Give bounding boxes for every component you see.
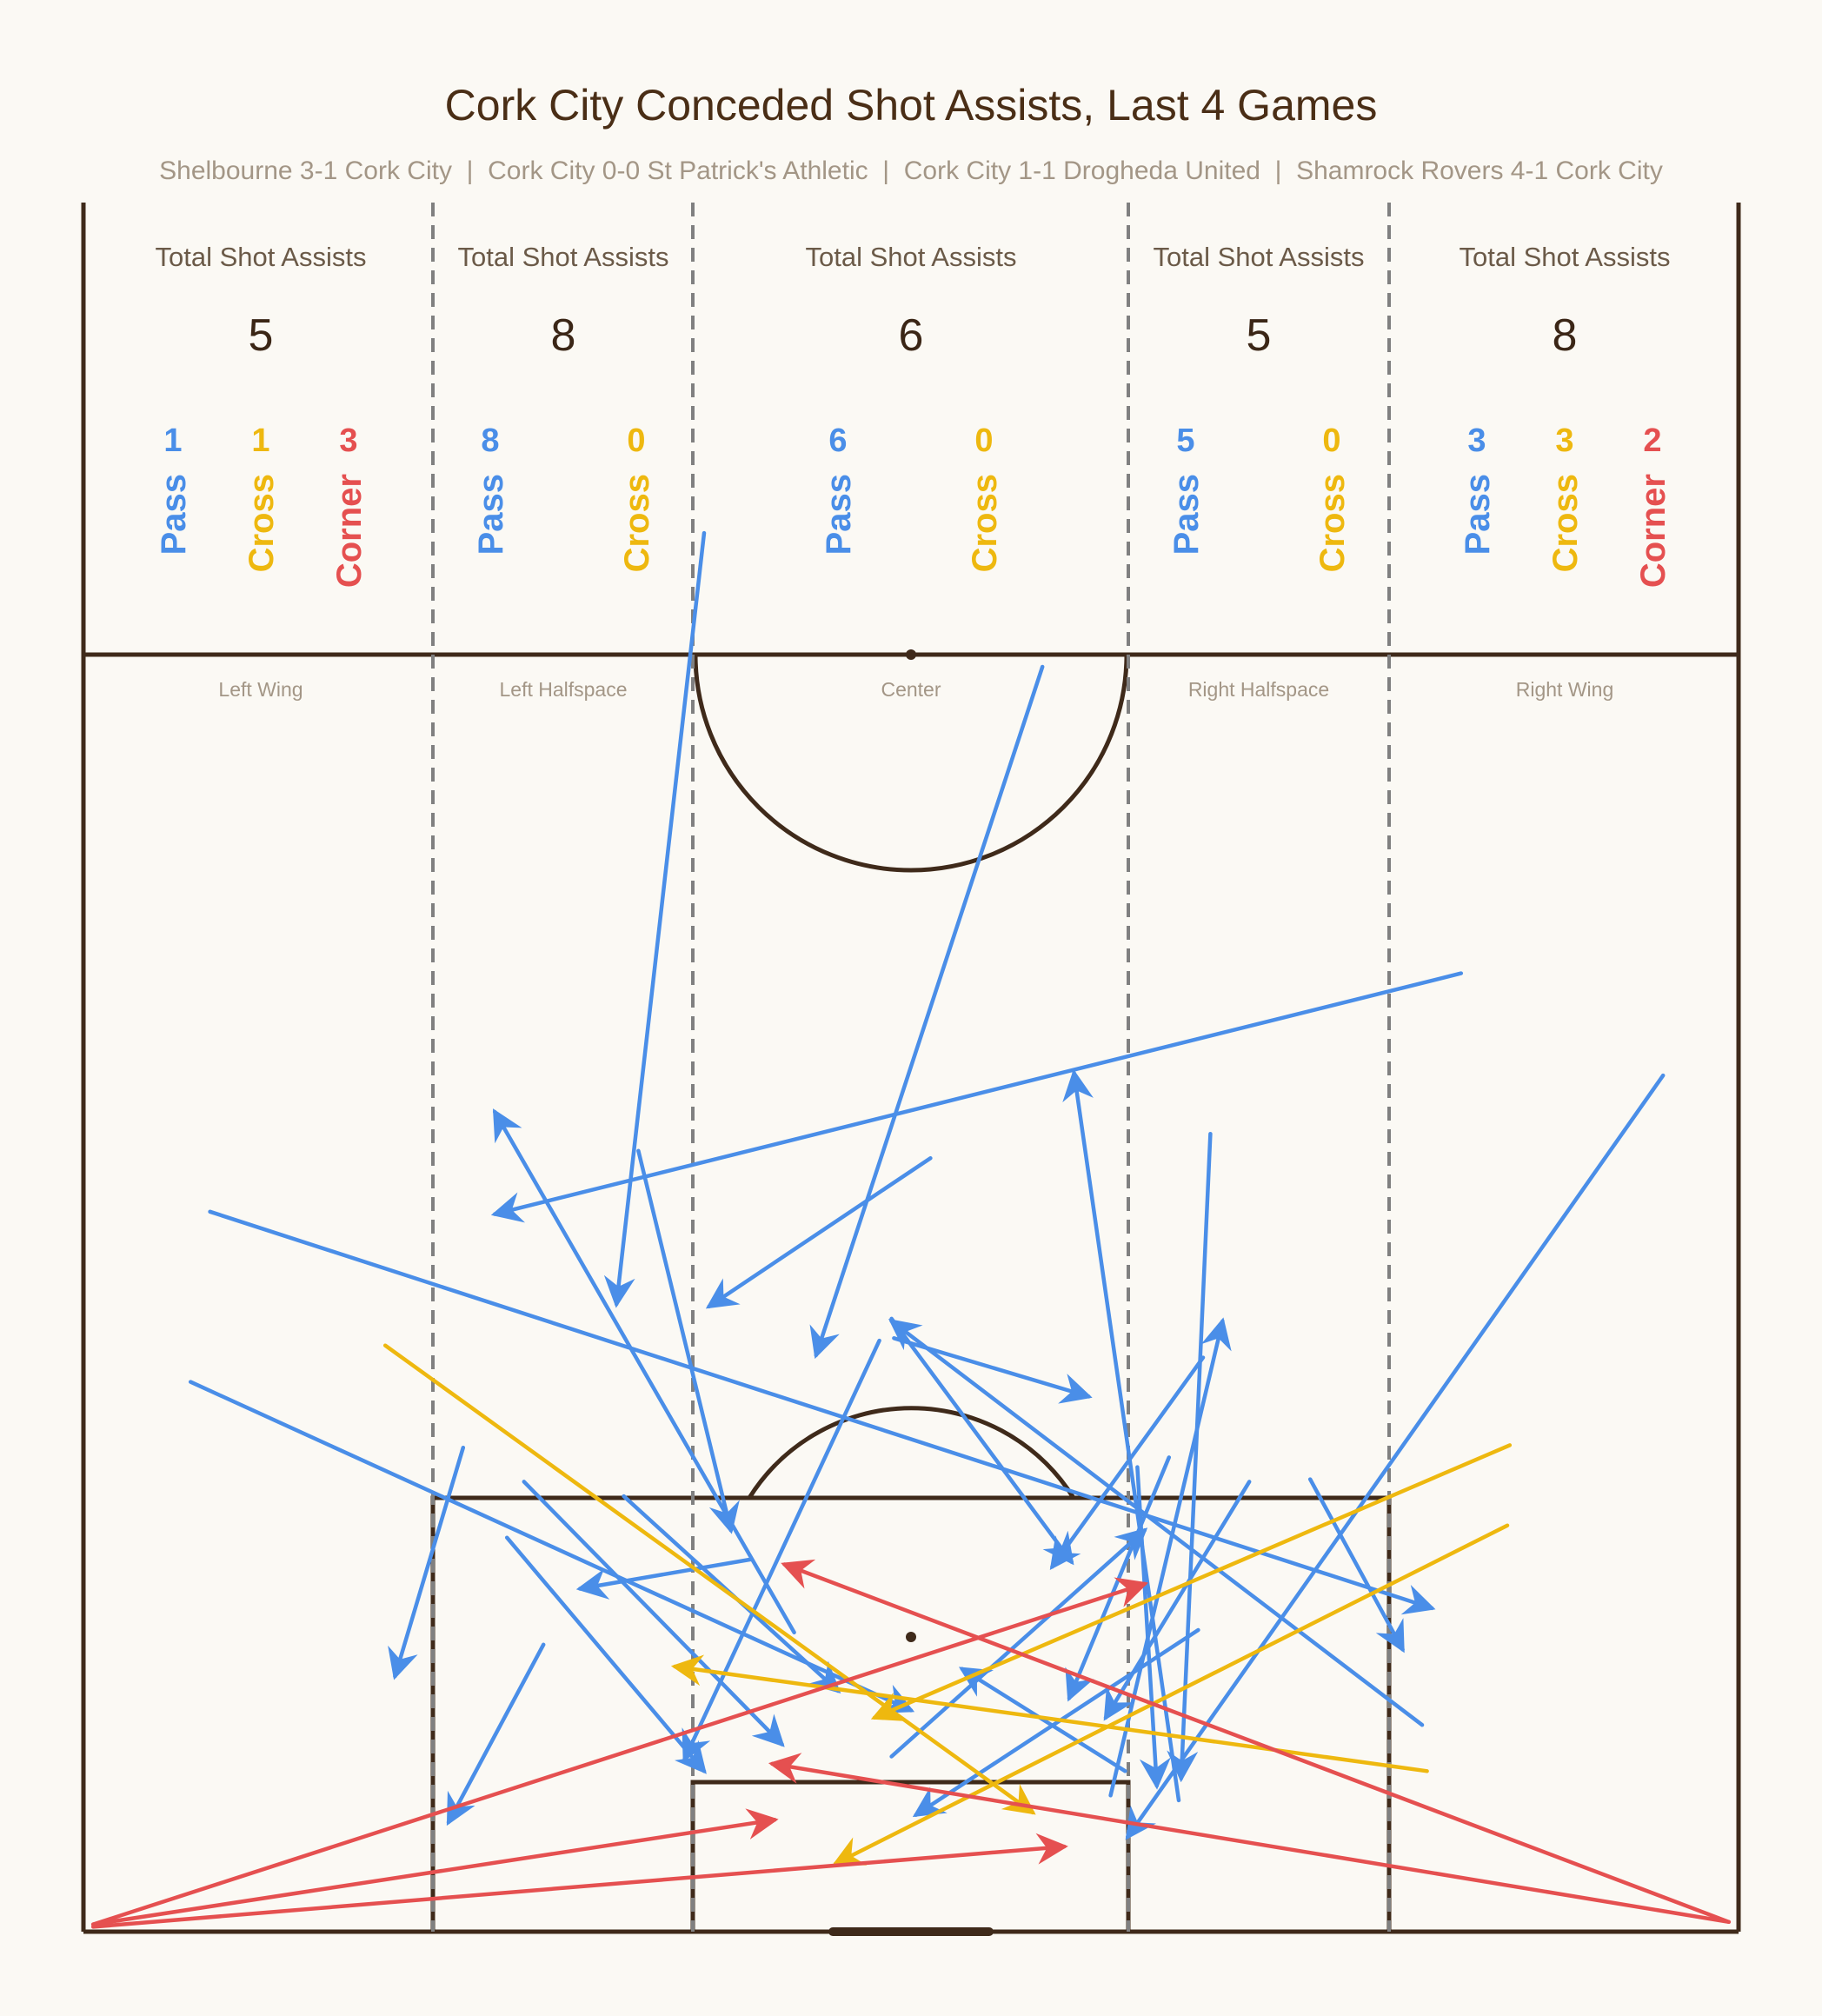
type-label-cross: Cross (618, 474, 656, 572)
type-label-pass: Pass (820, 474, 858, 555)
type-label-pass: Pass (472, 474, 510, 555)
chart-subtitle: Shelbourne 3-1 Cork City | Cork City 0-0… (159, 156, 1663, 185)
pass-arrow-17 (705, 1155, 933, 1309)
pass-arrow-14 (636, 1148, 740, 1534)
zone-total-value: 5 (249, 310, 274, 361)
count-corner: 2 (1643, 422, 1661, 459)
count-pass: 6 (828, 422, 847, 459)
type-label-cross: Cross (966, 474, 1004, 572)
pass-arrow-10 (388, 1445, 466, 1680)
type-label-corner: Corner (1634, 474, 1672, 588)
pass-arrow-11 (522, 1480, 785, 1747)
center-circle (693, 654, 1129, 873)
zone-name-label: Left Halfspace (499, 678, 627, 701)
corner-arrow-37 (90, 1577, 1149, 1926)
zone-total-label: Total Shot Assists (1460, 242, 1671, 272)
pass-arrow-26 (912, 1627, 1200, 1818)
zone-total-label: Total Shot Assists (1154, 242, 1365, 272)
zone-center: Total Shot Assists 6 6 Pass 0 Cross Center (806, 242, 1017, 701)
type-label-cross: Cross (243, 474, 281, 572)
pass-arrow-19 (1049, 1355, 1206, 1570)
zone-name-label: Right Wing (1516, 678, 1613, 701)
pass-arrow-6 (1103, 1480, 1252, 1721)
count-corner: 3 (339, 422, 357, 459)
zone-right-halfspace: Total Shot Assists 5 5 Pass 0 Cross Right Half… (1154, 242, 1365, 701)
count-cross: 0 (1322, 422, 1340, 459)
cross-arrow-32 (870, 1443, 1513, 1721)
corner-arrow-39 (768, 1753, 1732, 1925)
corner-arrow-38 (781, 1559, 1732, 1925)
zone-name-label: Right Halfspace (1188, 678, 1329, 701)
type-label-cross: Cross (1546, 474, 1585, 572)
pass-arrow-28 (958, 1667, 1127, 1773)
pitch (81, 203, 1741, 1936)
zone-total-value: 5 (1247, 310, 1272, 361)
zone-left-wing: Total Shot Assists 5 1 Pass 1 Cross 3 Corner Lef… (155, 242, 369, 701)
center-spot (906, 649, 916, 660)
pass-arrow-8 (575, 1557, 753, 1600)
count-pass: 5 (1176, 422, 1194, 459)
zone-total-value: 8 (1553, 310, 1578, 361)
zone-total-label: Total Shot Assists (806, 242, 1017, 272)
count-cross: 0 (974, 422, 993, 459)
count-pass: 3 (1467, 422, 1486, 459)
pass-arrow-16 (188, 1380, 915, 1713)
pass-arrow-22 (1062, 1068, 1181, 1803)
count-pass: 1 (163, 422, 182, 459)
zone-total-value: 8 (551, 310, 576, 361)
type-label-cross: Cross (1313, 474, 1352, 572)
pass-arrow-18 (889, 1316, 1074, 1566)
pass-arrow-29 (889, 1527, 1148, 1759)
pass-arrow-15 (682, 1338, 881, 1763)
zone-stats: Total Shot Assists 5 1 Pass 1 Cross 3 Corner Lef… (155, 242, 1672, 701)
count-pass: 8 (481, 422, 499, 459)
pass-arrow-13 (492, 1108, 796, 1635)
pass-arrow-1 (809, 664, 1045, 1360)
count-cross: 3 (1555, 422, 1573, 459)
type-label-pass: Pass (1167, 474, 1206, 555)
pass-arrow-27 (208, 1209, 1436, 1615)
penalty-box (430, 1495, 1392, 1934)
zone-dividers (431, 203, 1391, 1932)
cross-arrow-33 (670, 1654, 1429, 1773)
corner-arrow-35 (90, 1808, 779, 1926)
cross-arrow-34 (832, 1523, 1510, 1866)
pass-arrow-2 (603, 530, 707, 1308)
corner-arrow-36 (90, 1833, 1068, 1929)
pass-arrow-12 (504, 1535, 707, 1774)
chart-title: Cork City Conceded Shot Assists, Last 4 … (445, 81, 1378, 130)
pass-arrow-25 (1307, 1477, 1405, 1653)
penalty-spot (906, 1632, 916, 1642)
six-yard-box (690, 1780, 1131, 1934)
zone-total-label: Total Shot Assists (156, 242, 367, 272)
zone-left-halfspace: Total Shot Assists 8 8 Pass 0 Cross Left Halfs… (458, 242, 669, 701)
cross-arrow-31 (382, 1343, 1036, 1815)
zone-total-label: Total Shot Assists (458, 242, 669, 272)
type-label-corner: Corner (330, 474, 369, 588)
penalty-arc (747, 1406, 1076, 1500)
assist-arrows (90, 530, 1732, 1929)
pass-arrow-3 (490, 971, 1464, 1223)
pass-arrow-4 (1125, 1073, 1666, 1840)
count-cross: 0 (627, 422, 645, 459)
zone-right-wing: Total Shot Assists 8 3 Pass 3 Cross 2 Corner Rig… (1459, 242, 1672, 701)
zone-name-label: Left Wing (218, 678, 303, 701)
zone-name-label: Center (881, 678, 941, 701)
zone-total-value: 6 (899, 310, 924, 361)
pass-arrow-23 (446, 1642, 546, 1826)
type-label-pass: Pass (155, 474, 193, 555)
type-label-pass: Pass (1459, 474, 1497, 555)
pass-arrow-5 (1167, 1131, 1213, 1783)
pass-arrow-21 (888, 1318, 1425, 1727)
count-cross: 1 (251, 422, 269, 459)
